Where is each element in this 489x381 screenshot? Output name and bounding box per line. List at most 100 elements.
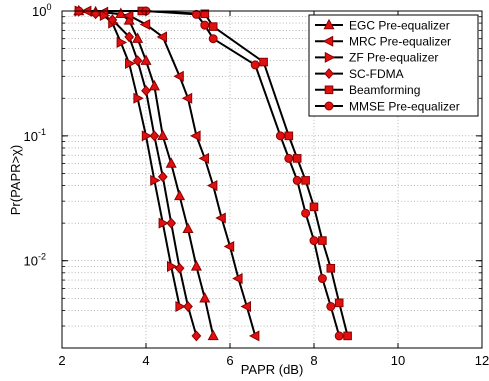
- data-point: [190, 260, 202, 271]
- data-point: [157, 129, 169, 141]
- x-tick-label: 12: [475, 353, 489, 368]
- x-tick-label: 6: [226, 353, 233, 368]
- svg-text:100: 100: [32, 2, 51, 19]
- legend-item: EGC Pre-equalizer: [315, 18, 450, 32]
- data-point: [301, 208, 311, 218]
- data-point: [132, 55, 143, 67]
- data-point: [326, 263, 336, 273]
- legend-label: Beamforming: [349, 83, 420, 97]
- y-tick-label: 10-1: [24, 127, 46, 144]
- data-point: [166, 217, 177, 229]
- data-point: [150, 174, 161, 186]
- legend-label: SC-FDMA: [349, 67, 404, 81]
- data-point: [200, 20, 210, 30]
- data-point: [148, 79, 160, 91]
- legend-marker: [322, 35, 334, 47]
- data-point: [208, 22, 218, 31]
- data-point: [318, 236, 327, 245]
- data-point: [157, 171, 168, 183]
- series-markers-3: [73, 5, 202, 342]
- series-markers-4: [137, 6, 352, 341]
- legend-label: MRC Pre-equalizer: [349, 35, 451, 49]
- data-point: [165, 157, 177, 168]
- x-tick-label: 8: [310, 353, 317, 368]
- data-point: [301, 176, 310, 185]
- data-point: [99, 9, 111, 22]
- data-point: [334, 331, 344, 341]
- data-point: [182, 222, 194, 234]
- data-point: [240, 300, 251, 313]
- data-point: [208, 34, 218, 44]
- data-point: [174, 189, 186, 201]
- x-tick-labels: 2 4 6 8 10 12: [58, 353, 489, 368]
- data-point: [167, 260, 178, 272]
- data-point: [284, 153, 294, 163]
- legend-item: MMSE Pre-equalizer: [315, 99, 460, 113]
- legend-marker: [324, 85, 334, 95]
- data-point: [133, 92, 144, 104]
- data-point: [191, 9, 201, 19]
- data-point: [191, 330, 202, 342]
- legend-label: EGC Pre-equalizer: [349, 18, 450, 32]
- data-point: [158, 217, 170, 229]
- x-tick-label: 10: [391, 353, 405, 368]
- legend-item: MRC Pre-equalizer: [315, 35, 451, 49]
- data-point: [250, 60, 260, 70]
- svg-text:10-1: 10-1: [24, 127, 46, 144]
- data-point: [140, 54, 152, 65]
- data-point: [115, 7, 127, 18]
- y-tick-labels: 100 10-1 10-2: [24, 2, 52, 269]
- data-point: [174, 262, 185, 274]
- data-point: [181, 92, 193, 104]
- data-point: [207, 329, 219, 341]
- data-point: [173, 70, 184, 82]
- data-point: [199, 292, 211, 303]
- data-point: [149, 130, 160, 142]
- data-point: [259, 57, 268, 67]
- legend-item: Beamforming: [315, 83, 420, 97]
- data-point: [275, 131, 285, 141]
- y-axis-label: Pr(PAPR>χ): [8, 145, 23, 216]
- data-point: [309, 236, 319, 246]
- legend-box: [308, 14, 479, 117]
- data-point: [190, 130, 201, 142]
- data-point: [125, 57, 136, 69]
- svg-text:10-2: 10-2: [24, 252, 46, 269]
- x-axis-label: PAPR (dB): [241, 362, 304, 377]
- data-point: [215, 212, 226, 224]
- data-point: [183, 301, 193, 312]
- data-point: [124, 31, 135, 43]
- data-point: [116, 36, 128, 48]
- data-point: [141, 130, 153, 142]
- data-point: [139, 18, 151, 31]
- y-tick-label: 100: [32, 2, 51, 19]
- legend-marker: [324, 51, 336, 63]
- data-point: [334, 298, 344, 308]
- data-point: [248, 330, 260, 342]
- x-tick-label: 4: [142, 353, 149, 368]
- data-point: [156, 31, 167, 43]
- plot-frame: [61, 10, 483, 349]
- legend-marker: [323, 18, 335, 30]
- data-point: [132, 32, 144, 43]
- data-point: [206, 180, 218, 192]
- data-point: [326, 301, 336, 311]
- data-point: [198, 152, 209, 164]
- x-tick-label: 2: [58, 353, 65, 368]
- y-tick-label: 10-2: [24, 252, 46, 269]
- legend-label: MMSE Pre-equalizer: [349, 99, 460, 113]
- data-point: [317, 274, 327, 284]
- data-point: [122, 9, 134, 22]
- legend-item: SC-FDMA: [315, 67, 404, 81]
- legend-item: ZF Pre-equalizer: [315, 51, 438, 65]
- legend-marker: [324, 68, 334, 80]
- data-point: [292, 175, 302, 185]
- data-point: [223, 240, 235, 253]
- legend-label: ZF Pre-equalizer: [349, 51, 438, 65]
- data-point: [175, 300, 186, 313]
- data-point: [284, 131, 294, 141]
- data-point: [141, 85, 151, 97]
- data-point: [309, 202, 319, 212]
- data-point: [292, 154, 302, 163]
